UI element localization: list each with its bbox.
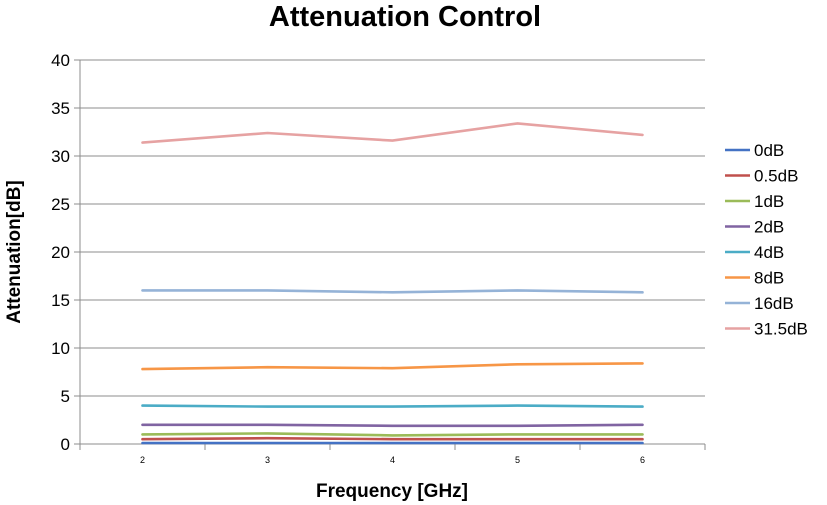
axis-layer	[74, 59, 706, 450]
x-tick-label: 5	[515, 455, 520, 465]
x-tick-label: 4	[390, 455, 395, 465]
x-tick-labels: 2 3 4 5 6	[140, 455, 645, 465]
legend-label: 4dB	[754, 243, 784, 262]
series-line-0-5db	[141, 436, 644, 441]
series-line-16db	[141, 289, 644, 294]
x-tick-label: 2	[140, 455, 145, 465]
y-tick-label: 5	[61, 387, 70, 406]
y-axis-title: Attenuation[dB]	[4, 180, 25, 324]
chart-title: Attenuation Control	[269, 1, 541, 33]
y-tick-label: 30	[51, 147, 70, 166]
y-tick-labels: 0 5 10 15 20 25 30 35 40	[51, 51, 70, 454]
y-tick-label: 15	[51, 291, 70, 310]
legend-label: 2dB	[754, 218, 784, 237]
y-tick-label: 0	[61, 435, 70, 454]
y-tick-label: 40	[51, 51, 70, 70]
y-tick-label: 35	[51, 99, 70, 118]
series-line-2db	[141, 423, 644, 428]
series-line-8db	[141, 362, 644, 371]
legend-label: 0.5dB	[754, 167, 798, 186]
legend-label: 31.5dB	[754, 320, 808, 339]
series-layer	[141, 122, 644, 445]
legend-label: 0dB	[754, 141, 784, 160]
x-tick-label: 3	[265, 455, 270, 465]
legend-label: 16dB	[754, 294, 794, 313]
series-line-1db	[141, 432, 644, 437]
legend-label: 1dB	[754, 192, 784, 211]
legend-label: 8dB	[754, 269, 784, 288]
x-axis-title: Frequency [GHz]	[316, 481, 468, 502]
y-tick-label: 20	[51, 243, 70, 262]
y-tick-label: 10	[51, 339, 70, 358]
series-line-31-5db	[141, 122, 644, 144]
legend: 0dB 0.5dB 1dB 2dB 4dB 8dB 16dB 31.5dB	[725, 141, 808, 339]
y-tick-label: 25	[51, 195, 70, 214]
series-line-4db	[141, 404, 644, 408]
x-tick-label: 6	[640, 455, 645, 465]
grid-layer	[80, 59, 705, 397]
